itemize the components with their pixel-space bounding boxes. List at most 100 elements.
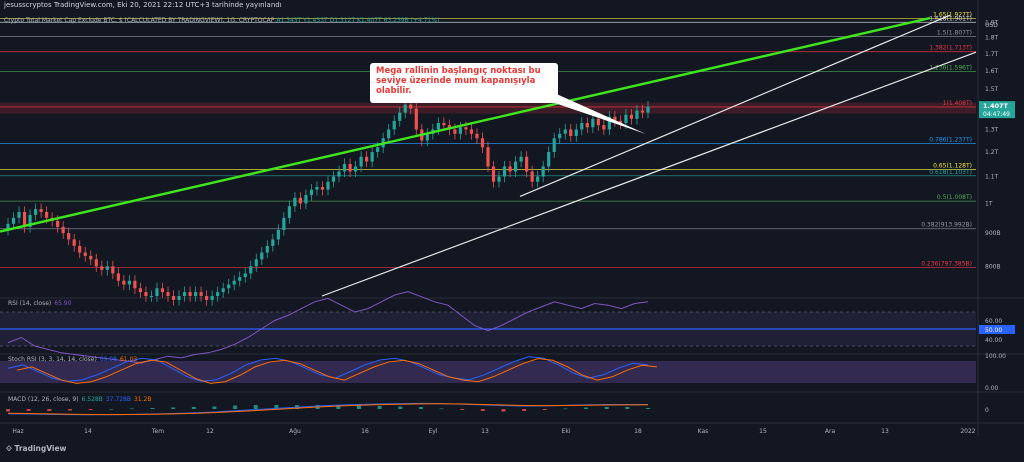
macd-histogram-bar	[68, 409, 72, 411]
macd-histogram-bar	[27, 409, 31, 411]
candle-body	[542, 166, 545, 176]
macd-histogram-bar	[212, 407, 216, 410]
candle-body	[459, 127, 462, 134]
candle-body	[67, 233, 70, 239]
symbol-name: Crypto Total Market Cap Exclude BTC, $ (…	[4, 17, 274, 24]
candle-body	[161, 288, 164, 292]
macd-histogram-bar	[109, 409, 113, 410]
candle-body	[470, 129, 473, 133]
time-axis-tick: 15	[759, 428, 767, 435]
fib-level-label: 0.5(1.008T)	[937, 194, 972, 201]
candle-body	[624, 115, 627, 123]
candle-body	[348, 164, 351, 171]
candle-body	[558, 134, 561, 138]
candle-body	[354, 166, 357, 171]
fib-level-label: 0.382(913.992B)	[921, 222, 972, 229]
candle-body	[45, 212, 48, 218]
candle-body	[288, 206, 291, 218]
price-axis-tick: 1.3T	[985, 126, 999, 133]
candle-body	[255, 259, 258, 266]
stoch-tick-100: 100.00	[985, 353, 1006, 360]
time-axis-tick: 2022	[960, 428, 975, 435]
time-axis-tick: 16	[361, 428, 369, 435]
time-axis-tick: Ağu	[289, 428, 301, 435]
candle-body	[249, 266, 252, 273]
macd-legend: MACD (12, 26, close, 9) 6.528B 37.728B 31.2…	[8, 396, 151, 403]
macd-tick-0: 0	[985, 407, 989, 414]
macd-histogram-bar	[233, 406, 237, 410]
time-axis-tick: 14	[84, 428, 92, 435]
candle-body	[78, 246, 81, 253]
candle-body	[238, 277, 241, 281]
fib-level-label: 0.618(1.103T)	[929, 169, 972, 176]
macd-histogram-bar	[47, 409, 51, 411]
macd-histogram-bar	[501, 409, 505, 412]
candle-body	[106, 266, 109, 270]
candle-body	[84, 253, 87, 256]
candle-body	[89, 256, 92, 259]
candle-body	[630, 115, 633, 119]
fib-level-label: 0.786(1.237T)	[929, 136, 972, 143]
candle-body	[531, 171, 534, 181]
macd-histogram-bar	[419, 407, 423, 409]
stoch-legend: Stoch RSI (3, 3, 14, 14, close) 69.98 61.0…	[8, 356, 137, 363]
candle-body	[536, 177, 539, 182]
candle-body	[315, 187, 318, 190]
rsi-tick-60: 60.00	[985, 318, 1002, 325]
macd-histogram-bar	[378, 406, 382, 409]
candle-body	[277, 230, 280, 239]
time-axis-tick: Eki	[562, 428, 571, 435]
candle-body	[464, 127, 467, 129]
candle-body	[635, 111, 638, 119]
macd-histogram-bar	[151, 408, 155, 409]
candle-body	[497, 177, 500, 182]
candle-body	[205, 296, 208, 300]
candle-body	[216, 292, 219, 296]
price-axis-tick: 1.8T	[985, 35, 999, 42]
candle-body	[337, 171, 340, 176]
macd-histogram-bar	[460, 409, 464, 410]
candle-body	[172, 296, 175, 300]
candle-body	[166, 292, 169, 296]
candle-body	[73, 239, 76, 245]
macd-histogram-bar	[522, 409, 526, 411]
countdown-label: 04:47:49	[983, 111, 1010, 118]
candle-body	[332, 177, 335, 182]
fib-level-label: 0.236(797.385B)	[921, 260, 972, 267]
candle-body	[564, 129, 567, 133]
price-axis-tick: 900B	[985, 230, 1001, 237]
candle-body	[409, 105, 412, 109]
price-axis-tick: 800B	[985, 263, 1001, 270]
resistance-band	[0, 103, 976, 114]
tradingview-logo[interactable]: ⟐ TradingView	[6, 444, 67, 454]
candle-body	[56, 221, 59, 227]
candle-body	[398, 113, 401, 121]
annotation-callout[interactable]: Mega rallinin başlangıç noktası bu seviy…	[370, 63, 558, 103]
candle-body	[227, 284, 230, 288]
time-axis-tick: 13	[881, 428, 889, 435]
candle-body	[299, 198, 302, 204]
symbol-legend: Crypto Total Market Cap Exclude BTC, $ (…	[4, 17, 439, 24]
macd-signal-value: 31.2B	[134, 396, 151, 403]
brand-icon: ⟐	[6, 444, 15, 453]
macd-histogram-bar	[89, 409, 93, 410]
candle-body	[514, 162, 517, 172]
macd-histogram-bar	[398, 407, 402, 410]
price-axis-tick: 1T	[985, 200, 993, 207]
candle-body	[437, 123, 440, 129]
fib-level-label: 1(1.408T)	[943, 100, 972, 107]
candle-body	[508, 166, 511, 171]
macd-label: MACD (12, 26, close, 9)	[8, 396, 79, 403]
candle-body	[442, 123, 445, 125]
candle-body	[580, 123, 583, 129]
macd-line	[8, 403, 648, 414]
candle-body	[150, 296, 153, 297]
candle-body	[475, 134, 478, 138]
candle-body	[155, 288, 158, 296]
rsi-tick-50: 50.00	[985, 327, 1002, 334]
time-axis-tick: 18	[634, 428, 642, 435]
candle-body	[360, 157, 363, 167]
candle-body	[177, 296, 180, 300]
time-axis-tick: Kas	[698, 428, 709, 435]
candle-body	[310, 190, 313, 195]
